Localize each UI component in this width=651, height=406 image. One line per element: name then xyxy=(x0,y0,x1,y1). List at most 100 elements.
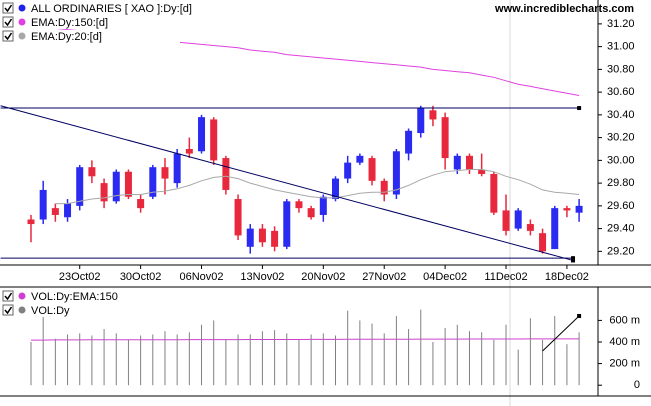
x-tick-label: 06Nov02 xyxy=(179,271,223,283)
candle-body xyxy=(271,230,279,247)
trendline xyxy=(542,315,580,352)
check-mark xyxy=(4,32,13,41)
legend-bg xyxy=(0,304,180,317)
candle-body xyxy=(380,180,388,195)
candle-body xyxy=(295,201,303,209)
candle-body xyxy=(429,110,437,120)
legend-bg xyxy=(0,16,180,29)
candle-body xyxy=(478,169,486,175)
check-mark xyxy=(4,4,13,13)
candle-body xyxy=(112,171,120,202)
y-tick-label: 29.20 xyxy=(607,245,635,257)
candle-body xyxy=(539,233,547,252)
y-tick-label: 30.40 xyxy=(607,109,635,121)
candle-body xyxy=(332,178,339,200)
candle-body xyxy=(51,208,59,215)
legend-bg xyxy=(0,30,180,43)
candle-body xyxy=(124,171,132,197)
candle-body xyxy=(575,205,583,213)
candle-body xyxy=(161,167,169,179)
candle-body xyxy=(465,155,473,170)
candle-body xyxy=(222,158,230,190)
candle-body xyxy=(64,203,72,218)
check-mark xyxy=(4,18,13,27)
candle-body xyxy=(502,210,510,231)
candle-body xyxy=(246,228,254,247)
y-tick-label: 29.60 xyxy=(607,200,635,212)
y-tick-label: 30.60 xyxy=(607,86,635,98)
check-mark xyxy=(4,292,13,301)
x-tick-label: 20Nov02 xyxy=(301,271,345,283)
legend-label: VOL:Dy xyxy=(31,305,70,317)
candle-body xyxy=(405,130,413,154)
y-tick-label: 200 m xyxy=(609,358,640,370)
legend-label: ALL ORDINARIES [ XAO ]:Dy:[d] xyxy=(31,3,192,15)
candle-body xyxy=(368,158,376,181)
legend-dot xyxy=(18,4,26,12)
y-tick-label: 400 m xyxy=(609,336,640,348)
candle-body xyxy=(417,108,425,134)
trendline-handle xyxy=(577,106,582,111)
legend-label: EMA:Dy:20:[d] xyxy=(31,31,102,43)
x-tick-label: 18Dec02 xyxy=(545,271,589,283)
candle-body xyxy=(27,219,35,225)
checkbox xyxy=(2,304,14,316)
x-tick-label: 13Nov02 xyxy=(240,271,284,283)
candle-body xyxy=(283,201,291,247)
candle-body xyxy=(514,210,522,229)
candle-body xyxy=(490,174,498,213)
legend-dot xyxy=(18,18,26,26)
y-tick-label: 30.00 xyxy=(607,154,635,166)
candle-body xyxy=(149,167,157,197)
y-tick-label: 30.80 xyxy=(607,63,635,75)
legend-label: EMA:Dy:150:[d] xyxy=(31,17,108,29)
legend-dot xyxy=(18,306,26,314)
candle-body xyxy=(234,199,242,236)
legend-bg xyxy=(0,2,180,15)
candle-body xyxy=(526,224,534,231)
candle-body xyxy=(563,208,571,211)
trendline xyxy=(0,105,574,261)
legend-dot xyxy=(18,292,26,300)
candle-body xyxy=(392,151,400,195)
check-mark xyxy=(4,306,13,315)
line xyxy=(55,169,580,205)
candle-body xyxy=(198,117,206,152)
checkbox xyxy=(2,2,14,14)
x-tick-label: 23Oct02 xyxy=(59,271,101,283)
candle-body xyxy=(258,228,266,243)
checkbox xyxy=(2,30,14,42)
candle-body xyxy=(441,117,449,159)
y-tick-label: 30.20 xyxy=(607,132,635,144)
trendline-handle xyxy=(571,258,576,263)
candle-body xyxy=(173,153,181,184)
y-tick-label: 29.40 xyxy=(607,223,635,235)
candle-body xyxy=(88,167,96,177)
candle-body xyxy=(356,155,364,163)
candle-body xyxy=(453,155,461,170)
checkbox xyxy=(2,16,14,28)
legend-dot xyxy=(18,32,26,40)
y-tick-label: 600 m xyxy=(609,314,640,326)
y-tick-label: 31.00 xyxy=(607,41,635,53)
candle-body xyxy=(210,119,218,161)
candle-body xyxy=(76,167,84,206)
x-tick-label: 04Dec02 xyxy=(423,271,467,283)
candle-body xyxy=(137,199,145,209)
y-tick-label: 31.20 xyxy=(607,18,635,30)
candle-body xyxy=(185,148,193,154)
trendline-handle xyxy=(577,313,582,318)
x-tick-label: 11Dec02 xyxy=(484,271,527,283)
candle-body xyxy=(307,208,315,218)
y-tick-label: 0 xyxy=(634,379,640,391)
x-tick-label: 27Nov02 xyxy=(362,271,406,283)
candle-body xyxy=(39,189,47,220)
candle-body xyxy=(100,183,108,202)
trendline-handle xyxy=(571,256,576,261)
y-tick-label: 29.80 xyxy=(607,177,635,189)
x-tick-label: 30Oct02 xyxy=(120,271,162,283)
candle-body xyxy=(551,208,559,250)
site-name: www.incrediblecharts.com xyxy=(494,3,634,15)
checkbox xyxy=(2,290,14,302)
